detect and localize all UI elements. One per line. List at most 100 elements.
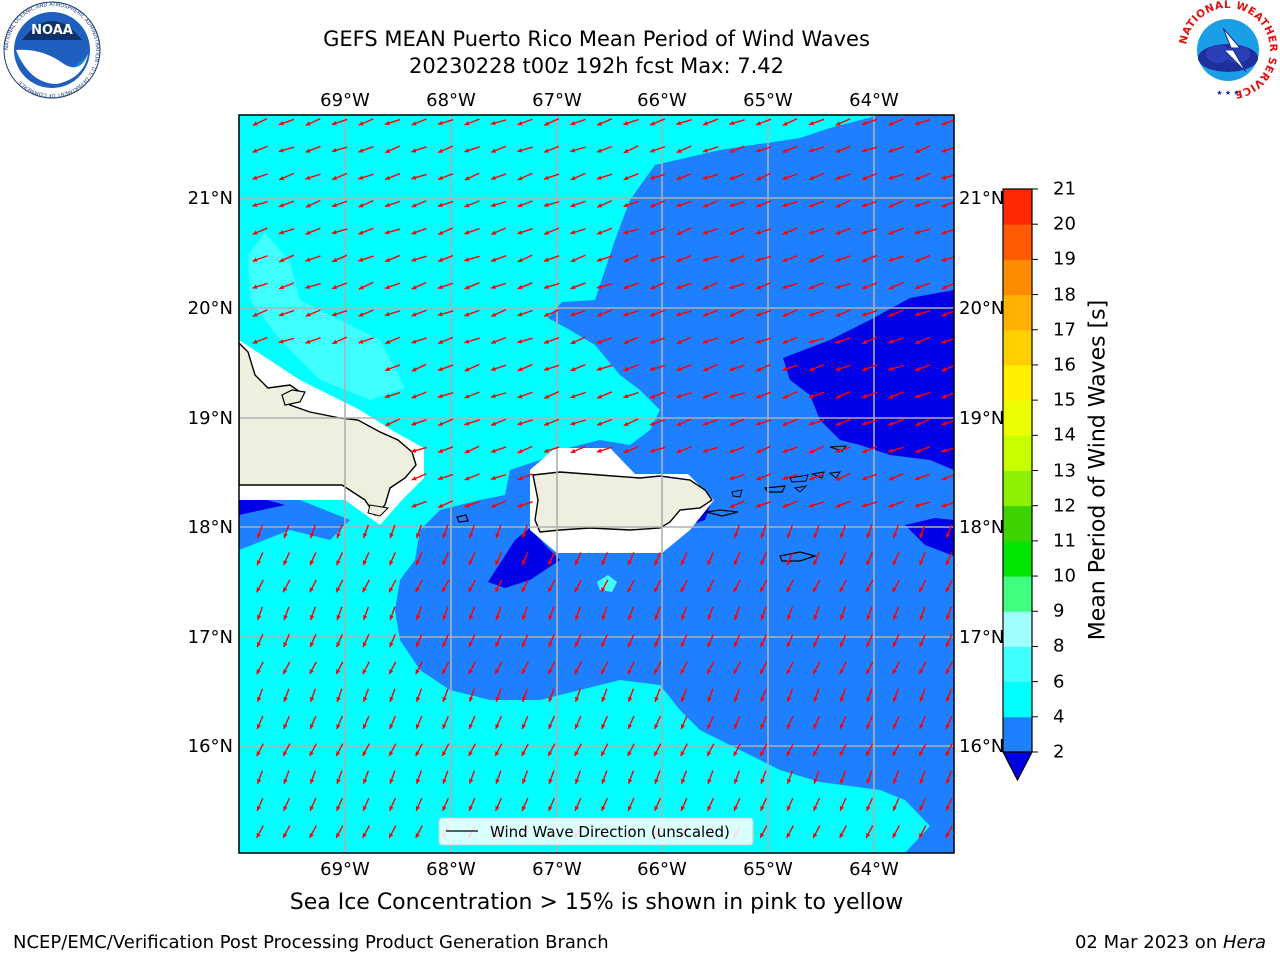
wind-wave-arrowhead <box>464 230 470 235</box>
colorbar-segment <box>1003 646 1032 683</box>
wind-wave-arrowhead <box>384 202 390 208</box>
footer-date: 02 Mar 2023 on Hera <box>1075 932 1266 953</box>
wind-wave-arrowhead <box>627 615 633 620</box>
wind-wave-arrowhead <box>309 832 314 838</box>
wind-wave-arrowhead <box>703 285 709 290</box>
wind-wave-arrowhead <box>389 642 394 648</box>
wind-wave-arrowhead <box>862 257 868 262</box>
wind-wave-arrowhead <box>945 696 951 702</box>
wind-wave-arrowhead <box>945 832 950 838</box>
wind-wave-arrowhead <box>862 366 868 372</box>
wind-wave-arrowhead <box>601 805 606 811</box>
wind-wave-arrowhead <box>574 642 580 648</box>
wind-wave-arrowhead <box>336 615 341 620</box>
wind-wave-arrowhead <box>654 751 659 757</box>
wind-wave-arrowhead <box>521 696 527 702</box>
wind-wave-arrowhead <box>438 339 444 344</box>
wind-wave-arrowhead <box>332 339 338 344</box>
wind-wave-arrowhead <box>839 805 845 811</box>
wind-wave-arrowhead <box>707 805 712 811</box>
wind-wave-arrowhead <box>756 285 762 290</box>
wind-wave-arrowhead <box>495 778 500 784</box>
wind-wave-arrowhead <box>813 778 818 784</box>
wind-wave-arrowhead <box>702 148 708 153</box>
wind-wave-arrowhead <box>782 121 788 126</box>
wind-wave-arrowhead <box>574 724 580 729</box>
wind-wave-arrowhead <box>437 202 443 208</box>
wind-wave-arrowhead <box>813 832 818 838</box>
wind-wave-arrowhead <box>809 366 815 372</box>
lon-label-top: 68°W <box>426 90 476 111</box>
wind-wave-arrowhead <box>596 366 602 371</box>
wind-wave-arrowhead <box>517 121 523 126</box>
wind-wave-arrowhead <box>468 669 473 675</box>
wind-wave-arrowhead <box>707 615 712 620</box>
wind-wave-arrowhead <box>786 751 791 757</box>
wind-wave-arrowhead <box>385 366 390 372</box>
wind-wave-arrowhead <box>384 393 390 399</box>
wind-wave-arrowhead <box>279 257 285 263</box>
wind-wave-arrowhead <box>548 778 553 784</box>
wind-wave-arrowhead <box>411 421 417 426</box>
wind-wave-arrowhead <box>733 778 739 784</box>
wind-wave-arrowhead <box>866 587 871 593</box>
wind-wave-arrowhead <box>358 285 364 290</box>
wind-wave-arrowhead <box>570 148 576 153</box>
map-legend: Wind Wave Direction (unscaled) <box>438 817 754 846</box>
wind-wave-arrowhead <box>411 257 417 262</box>
wind-wave-arrowhead <box>415 642 421 648</box>
wind-wave-arrowhead <box>597 121 603 126</box>
wind-wave-arrowhead <box>941 175 947 180</box>
wind-wave-arrowhead <box>756 121 761 126</box>
wind-wave-arrowhead <box>945 533 951 539</box>
wind-wave-arrowhead <box>309 615 315 620</box>
colorbar-segment <box>1003 576 1032 612</box>
wind-wave-arrowhead <box>892 724 898 729</box>
wind-wave-arrowhead <box>495 696 500 702</box>
wind-wave-arrowhead <box>548 615 553 620</box>
wind-wave-arrowhead <box>755 421 761 426</box>
wind-wave-arrowhead <box>914 202 920 208</box>
wind-wave-arrowhead <box>437 311 443 317</box>
wind-wave-arrowhead <box>729 148 735 153</box>
wind-wave-arrowhead <box>623 257 629 262</box>
wind-wave-arrowhead <box>813 805 818 811</box>
wind-wave-arrowhead <box>941 367 947 372</box>
wind-wave-arrowhead <box>548 560 553 566</box>
lat-label-left: 19°N <box>188 408 233 429</box>
wind-wave-arrowhead <box>809 448 815 454</box>
wind-wave-arrowhead <box>835 175 841 180</box>
wind-wave-arrowhead <box>835 394 841 399</box>
wind-wave-arrowhead <box>601 642 606 648</box>
wind-wave-arrowhead <box>729 393 735 399</box>
wind-wave-arrowhead <box>835 257 841 262</box>
wind-wave-arrowhead <box>919 805 924 811</box>
wind-wave-arrowhead <box>389 724 394 729</box>
wind-wave-arrowhead <box>680 696 686 702</box>
wind-wave-arrowhead <box>570 312 576 317</box>
wind-wave-arrowhead <box>252 230 258 235</box>
wind-wave-arrowhead <box>437 366 443 372</box>
wind-wave-arrowhead <box>601 696 606 702</box>
wind-wave-arrowhead <box>256 669 261 675</box>
wind-wave-arrowhead <box>411 203 417 208</box>
wind-wave-arrowhead <box>411 148 417 153</box>
wind-wave-arrowhead <box>336 669 341 675</box>
wind-wave-arrowhead <box>548 696 553 702</box>
colorbar-extend-arrow <box>1002 751 1033 782</box>
wind-wave-arrowhead <box>415 778 421 784</box>
wind-wave-arrowhead <box>415 560 421 566</box>
wind-wave-arrowhead <box>331 202 337 208</box>
wind-wave-arrowhead <box>411 175 417 180</box>
wind-wave-arrowhead <box>808 394 814 399</box>
wind-wave-arrowhead <box>490 202 496 208</box>
wind-wave-arrowhead <box>835 366 841 371</box>
wind-wave-arrowhead <box>866 724 871 729</box>
wind-wave-arrowhead <box>438 421 444 426</box>
wind-wave-arrowhead <box>627 805 633 811</box>
wind-wave-arrowhead <box>729 257 735 262</box>
wind-wave-arrowhead <box>283 560 288 566</box>
wind-wave-arrowhead <box>786 832 791 838</box>
wind-wave-arrowhead <box>574 587 579 593</box>
colorbar-tick-label: 10 <box>1053 565 1076 587</box>
